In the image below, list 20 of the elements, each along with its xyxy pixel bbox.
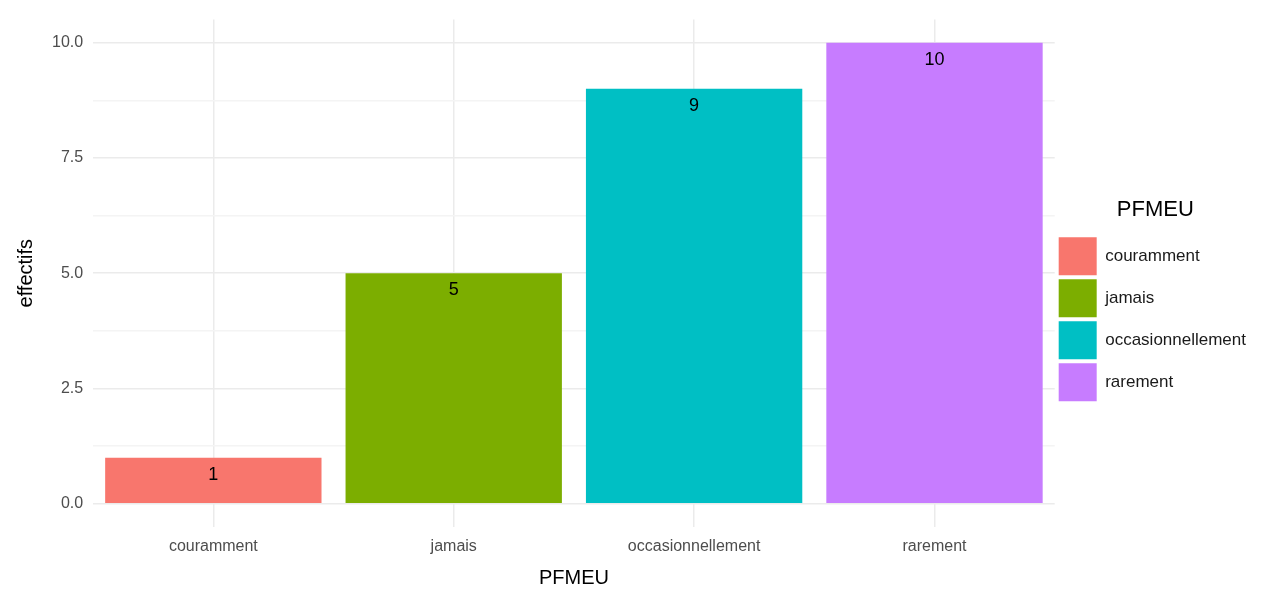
y-tick-label: 5.0 [60,263,84,281]
x-tick-label: couramment [168,536,259,554]
x-tick-label: rarement [902,536,968,554]
data-label: 1 [208,463,219,484]
y-tick-label: 2.5 [60,378,84,396]
legend-label: jamais [1104,287,1155,307]
legend-title: PFMEU [1116,195,1194,221]
legend-label: rarement [1105,371,1174,391]
x-tick-label: occasionnellement [627,536,761,554]
legend-label: occasionnellement [1105,329,1247,349]
y-tick-label: 0.0 [60,494,84,512]
x-axis-title: PFMEU [538,565,609,588]
y-tick-label: 10.0 [52,33,84,51]
x-tick-label: jamais [429,536,477,554]
data-label: 9 [689,94,700,115]
data-label: 10 [924,48,945,69]
y-tick-label: 7.5 [60,148,84,166]
data-label: 5 [448,279,459,300]
y-axis-title: effectifs [13,238,36,308]
legend-label: couramment [1105,245,1200,265]
